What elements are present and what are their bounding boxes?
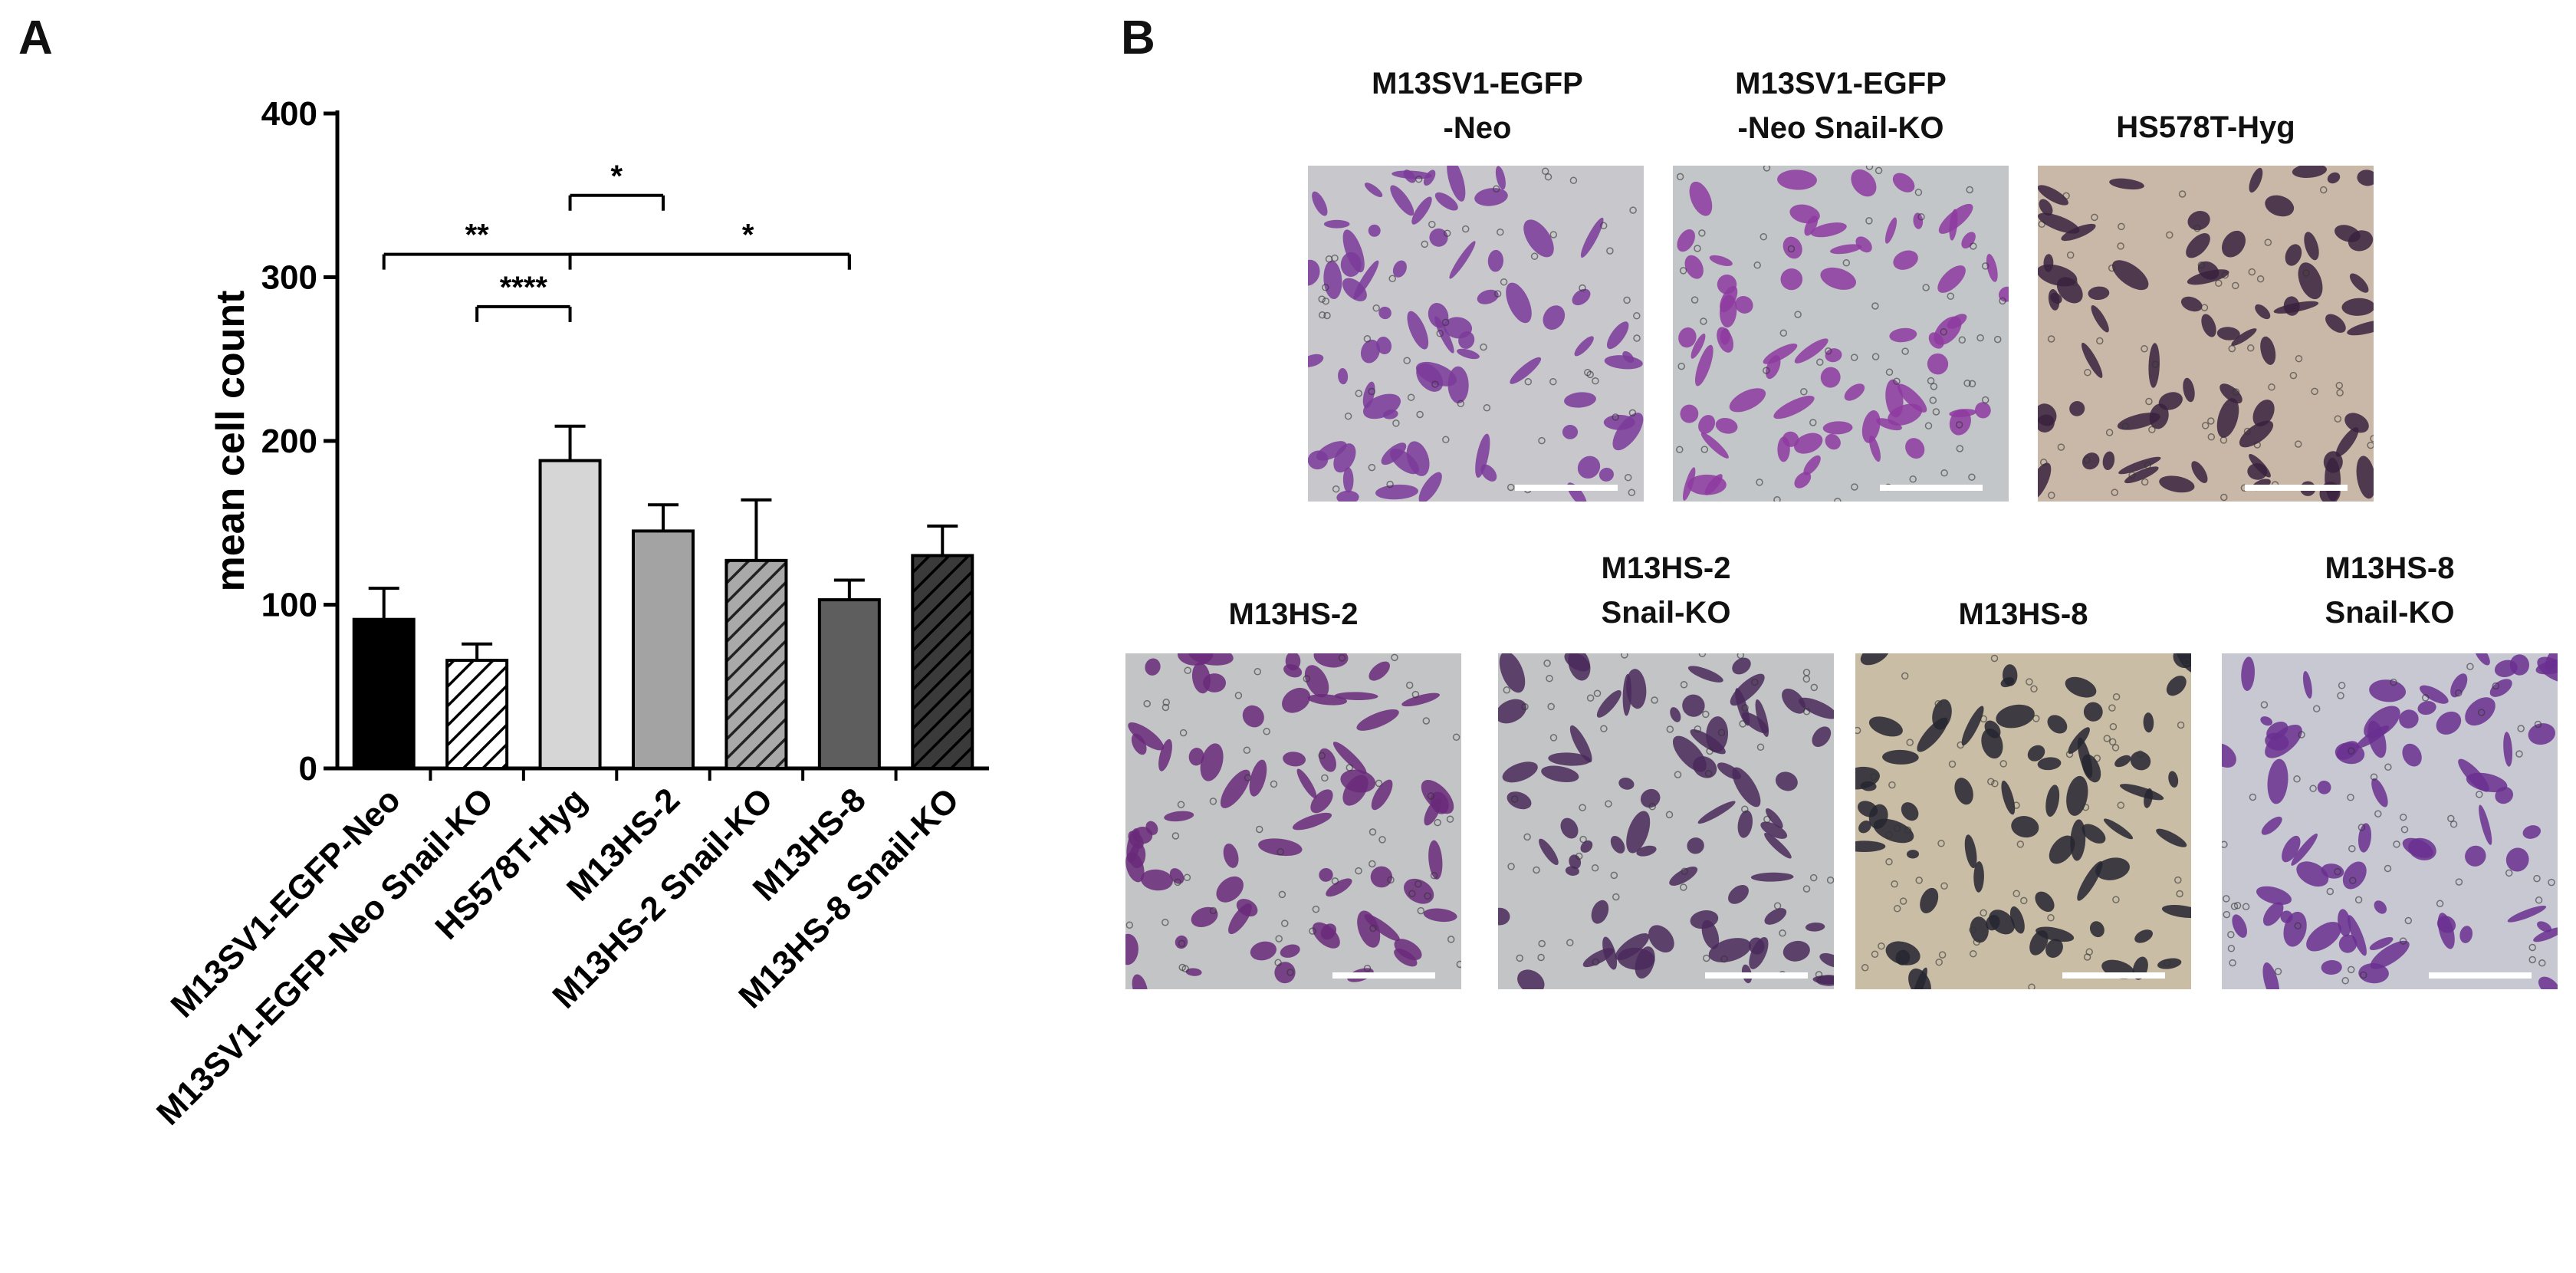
scale-bar [1705,972,1808,979]
scale-bar [2062,972,2165,979]
micrograph-label: M13HS-2 Snail-KO [1601,551,1731,630]
scale-bar [2429,972,2532,979]
micrograph-label: HS578T-Hyg [2116,110,2295,144]
bar [724,558,788,770]
micrograph-image [1673,166,2009,502]
micrograph-label: M13HS-8 Snail-KO [2325,551,2455,630]
bar [352,617,416,771]
micrograph-image [1498,653,1834,989]
micrograph-image [2222,653,2558,989]
significance-label: * [610,160,623,193]
y-tick-label: 400 [261,95,317,133]
significance-label: ** [465,219,490,252]
scale-bar [2245,485,2348,491]
scale-bar [1880,485,1983,491]
micrograph-label: M13HS-8 [1958,597,2088,631]
scale-bar [1515,485,1618,491]
y-tick-label: 0 [299,750,317,788]
micrograph-label: M13SV1-EGFP -Neo [1372,67,1583,145]
significance-label: * [742,219,754,252]
bar [817,598,881,770]
y-tick-label: 200 [261,423,317,460]
panel-a-letter: A [18,12,53,64]
scale-bar [1332,972,1435,979]
bar [632,529,695,770]
micrograph-image [1125,653,1461,989]
bar [911,554,974,770]
y-tick-label: 300 [261,259,317,297]
significance-label: **** [500,271,548,304]
bar [445,659,509,771]
panel-b-letter: B [1121,12,1155,64]
micrograph-image [1855,653,2191,989]
micrograph-label: M13SV1-EGFP -Neo Snail-KO [1735,67,1947,145]
y-tick-label: 100 [261,587,317,624]
micrograph-image [1308,166,1644,502]
y-axis-label: mean cell count [209,291,253,592]
x-category-label: M13SV1-EGFP-Neo Snail-KO [150,781,501,1132]
micrograph-label: M13HS-2 [1228,597,1359,631]
micrograph-image [2038,166,2374,502]
bar [538,459,602,770]
